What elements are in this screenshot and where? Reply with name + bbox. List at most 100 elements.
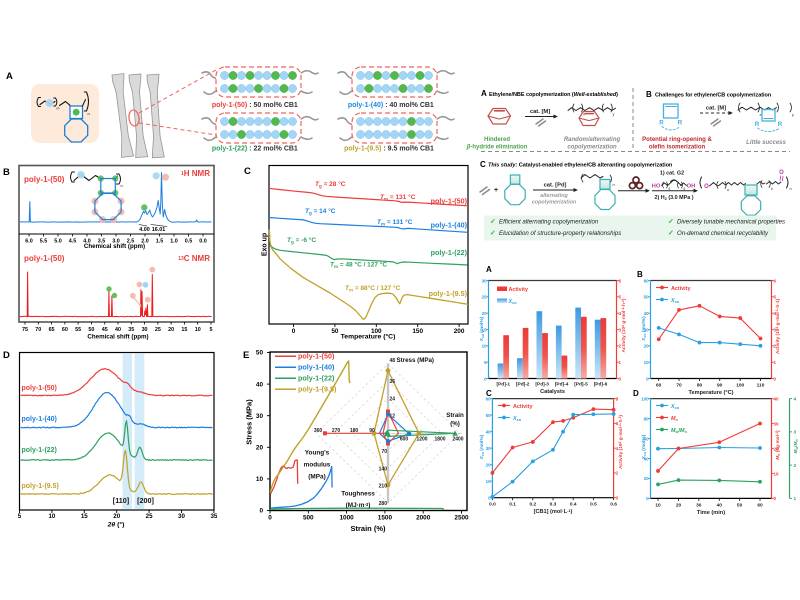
svg-text:110: 110: [757, 383, 765, 389]
svg-text:Mn: Mn: [671, 416, 679, 422]
svg-text:16.01: 16.01: [152, 227, 166, 233]
svg-text:140: 140: [379, 466, 388, 472]
svg-text:20: 20: [644, 344, 650, 349]
svg-text:B: B: [646, 90, 652, 99]
svg-text:360: 360: [314, 428, 323, 434]
svg-text:poly-1-(40): poly-1-(40): [431, 221, 468, 230]
svg-text:500: 500: [303, 515, 314, 522]
svg-text:25: 25: [146, 513, 153, 520]
svg-text:2.5: 2.5: [127, 239, 135, 245]
svg-text:5: 5: [209, 327, 212, 333]
svg-text:n: n: [790, 187, 792, 191]
svg-text:y: y: [613, 113, 615, 117]
svg-text:+: +: [494, 187, 498, 194]
svg-text:0: 0: [774, 496, 777, 501]
svg-text:poly-1-(9.5) : 9.5 mol% CB1: poly-1-(9.5) : 9.5 mol% CB1: [344, 146, 434, 153]
svg-text:Chemical shift (ppm): Chemical shift (ppm): [84, 243, 145, 250]
svg-text:15: 15: [181, 327, 187, 333]
svg-text:40: 40: [644, 456, 650, 461]
svg-text:x: x: [583, 113, 585, 117]
svg-text:20: 20: [676, 502, 682, 508]
svg-text:[Pd]-3: [Pd]-3: [535, 382, 549, 388]
svg-text:20: 20: [774, 446, 780, 451]
svg-text:Tm = 131 °C: Tm = 131 °C: [377, 218, 413, 226]
svg-text:1: 1: [794, 496, 797, 502]
svg-text:Random/alternating: Random/alternating: [564, 137, 621, 143]
svg-text:5: 5: [619, 295, 622, 300]
svg-text:1200: 1200: [416, 437, 427, 443]
svg-text:✓: ✓: [668, 230, 674, 237]
svg-text:✓: ✓: [668, 219, 674, 226]
svg-text:6: 6: [684, 187, 686, 191]
svg-text:10: 10: [655, 502, 661, 508]
svg-text:Xco: Xco: [670, 298, 680, 304]
svg-text:6: 6: [669, 187, 671, 191]
svg-text:cat. [Pd]: cat. [Pd]: [544, 183, 567, 189]
svg-text:100: 100: [736, 383, 744, 389]
svg-text:1800: 1800: [434, 437, 445, 443]
svg-text:Activity: Activity: [509, 287, 528, 293]
svg-text:4: 4: [616, 446, 619, 451]
svg-text:0.0: 0.0: [489, 502, 496, 508]
svg-text:3: 3: [619, 327, 622, 332]
svg-text:poly-1-(50) : 50 mol% CB1: poly-1-(50) : 50 mol% CB1: [212, 102, 298, 109]
svg-text:Activity: Activity: [513, 404, 532, 410]
svg-text:modulus: modulus: [304, 462, 331, 469]
svg-text:poly-1-(9.5): poly-1-(9.5): [429, 289, 468, 298]
svg-text:poly-1-(50): poly-1-(50): [298, 352, 335, 361]
svg-text:180: 180: [350, 428, 359, 434]
svg-text:Tg = 14 °C: Tg = 14 °C: [305, 207, 336, 215]
svg-text:poly-1-(50): poly-1-(50): [22, 385, 57, 392]
svg-text:30: 30: [644, 327, 650, 332]
svg-text:poly-1-(22): poly-1-(22): [431, 248, 468, 257]
svg-text:10: 10: [486, 479, 492, 484]
svg-text:60: 60: [644, 278, 650, 283]
svg-text:10: 10: [644, 360, 650, 365]
svg-text:Potential ring-opening &: Potential ring-opening &: [642, 137, 712, 143]
svg-text:1H NMR: 1H NMR: [181, 169, 210, 178]
svg-text:A: A: [481, 89, 487, 98]
svg-text:80: 80: [697, 383, 703, 389]
svg-text:60: 60: [62, 327, 68, 333]
svg-text:x: x: [760, 113, 762, 117]
svg-text:Tm = 88°C / 127 °C: Tm = 88°C / 127 °C: [345, 284, 401, 292]
svg-text:a: a: [727, 188, 729, 192]
svg-text:100: 100: [641, 396, 649, 401]
svg-text:Temperature (°C): Temperature (°C): [688, 390, 733, 396]
svg-text:0: 0: [259, 508, 263, 515]
svg-text:Elucidation of structure-prope: Elucidation of structure-property relati…: [499, 230, 621, 237]
svg-text:2: 2: [619, 344, 622, 349]
svg-text:65: 65: [49, 327, 55, 333]
svg-text:2) H2 (3.0 MPa ): 2) H2 (3.0 MPa ): [654, 195, 693, 201]
svg-text:0.6: 0.6: [610, 502, 617, 508]
svg-text:poly-1-(22): poly-1-(22): [22, 447, 57, 454]
svg-text:20: 20: [644, 476, 650, 481]
svg-text:4: 4: [619, 311, 622, 316]
svg-text:poly-1-(22) : 22 mol% CB1: poly-1-(22) : 22 mol% CB1: [212, 146, 298, 153]
svg-text:B: B: [637, 270, 643, 279]
svg-text:15: 15: [81, 513, 88, 520]
svg-text:copolymerization: copolymerization: [532, 200, 577, 206]
svg-text:50: 50: [331, 328, 339, 335]
svg-text:D: D: [633, 389, 639, 398]
svg-text:8: 8: [616, 396, 619, 401]
svg-text:6: 6: [616, 421, 619, 426]
svg-text:y: y: [792, 113, 794, 117]
svg-text:1: 1: [619, 360, 622, 365]
svg-text:C: C: [244, 166, 251, 177]
svg-text:poly-1-(40): poly-1-(40): [298, 363, 335, 372]
svg-text:0: 0: [268, 515, 272, 522]
svg-text:75: 75: [22, 327, 28, 333]
svg-text:20: 20: [256, 445, 264, 452]
svg-text:60: 60: [656, 383, 662, 389]
svg-text:50: 50: [88, 327, 94, 333]
svg-text:Mw/Mn: Mw/Mn: [793, 439, 799, 453]
svg-text:poly-1-(50): poly-1-(50): [24, 254, 65, 263]
svg-text:0: 0: [292, 328, 296, 335]
svg-text:600: 600: [400, 437, 409, 443]
svg-text:✓: ✓: [490, 219, 496, 226]
svg-text:2θ (°): 2θ (°): [107, 521, 125, 529]
svg-text:0.5: 0.5: [590, 502, 597, 508]
svg-text:0.0: 0.0: [199, 239, 207, 245]
svg-text:poly-1-(9.5): poly-1-(9.5): [22, 483, 59, 490]
